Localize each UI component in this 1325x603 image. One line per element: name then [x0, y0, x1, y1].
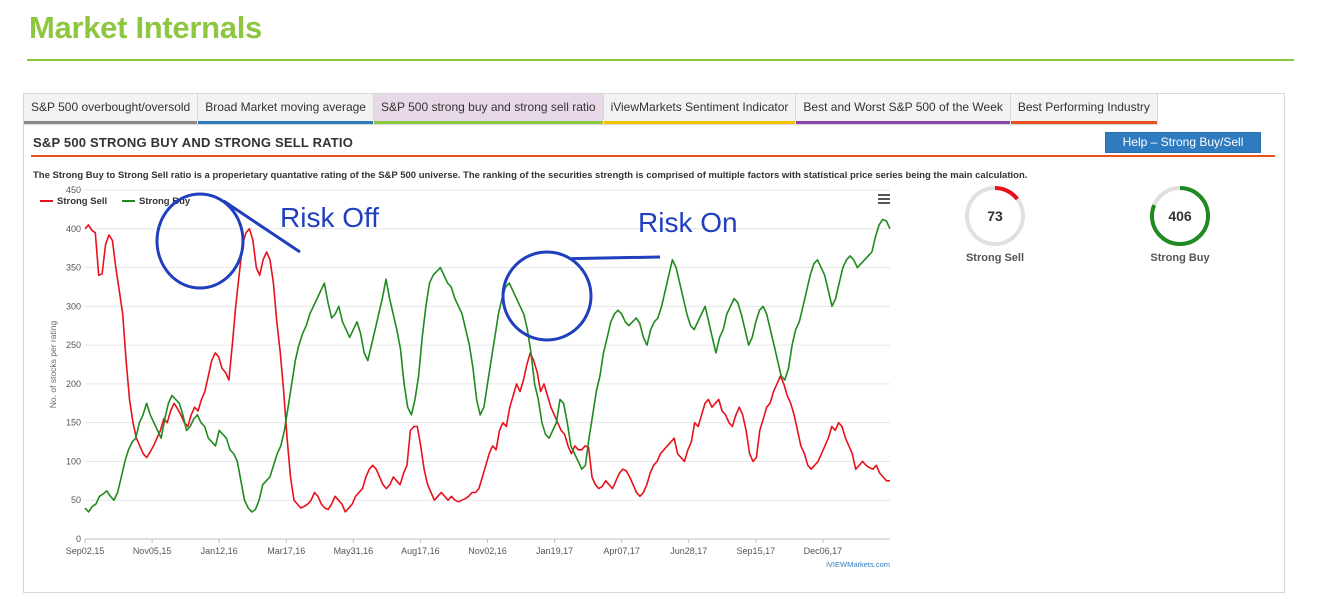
x-tick-label: Sep15,17: [737, 546, 776, 556]
tab-2[interactable]: S&P 500 strong buy and strong sell ratio: [373, 94, 604, 124]
tab-3[interactable]: iViewMarkets Sentiment Indicator: [603, 94, 797, 124]
y-tick-label: 50: [71, 495, 81, 505]
tab-underline: [796, 121, 1010, 124]
strong-sell-value: 73: [987, 208, 1003, 224]
y-tick-label: 450: [66, 185, 81, 195]
x-tick-label: Nov02,16: [468, 546, 507, 556]
strong-sell-gauge: 73: [963, 184, 1027, 248]
title-divider: [27, 59, 1294, 61]
strong-sell-label: Strong Sell: [965, 252, 1025, 264]
tab-1[interactable]: Broad Market moving average: [198, 94, 374, 124]
tab-0[interactable]: S&P 500 overbought/oversold: [24, 94, 199, 124]
legend-item: Strong Sell: [57, 196, 107, 207]
series-line-1: [84, 218, 891, 513]
x-tick-label: Dec06,17: [804, 546, 843, 556]
strong-buy-value: 406: [1168, 208, 1192, 224]
help-strong-buy-sell-button[interactable]: Help – Strong Buy/Sell: [1105, 132, 1261, 153]
x-tick-label: Mar17,16: [267, 546, 305, 556]
strong-buy-gauge-ring: [1150, 186, 1210, 246]
section-description: The Strong Buy to Strong Sell ratio is a…: [33, 170, 1028, 181]
annotation-label: Risk On: [638, 207, 738, 238]
x-tick-label: Apr07,17: [603, 546, 640, 556]
annotation-label: Risk Off: [280, 202, 379, 233]
strong-sell-gauge-ring: [965, 186, 1025, 246]
legend-item: Strong Buy: [139, 196, 191, 207]
annotation-circle: [155, 192, 245, 290]
y-axis-label: No. of stocks per rating: [48, 321, 58, 409]
x-tick-label: Jan19,17: [536, 546, 573, 556]
y-tick-label: 400: [66, 224, 81, 234]
x-tick-label: Sep02,15: [66, 546, 105, 556]
section-title: S&P 500 STRONG BUY AND STRONG SELL RATIO: [33, 135, 354, 150]
y-tick-label: 150: [66, 418, 81, 428]
indicator-panel: S&P 500 overbought/oversold Broad Market …: [23, 93, 1285, 593]
tab-underline: [603, 121, 796, 124]
x-tick-label: Jun28,17: [670, 546, 707, 556]
tab-bar: S&P 500 overbought/oversold Broad Market …: [24, 94, 1158, 125]
tab-underline: [198, 121, 373, 124]
strong-buy-label: Strong Buy: [1150, 252, 1210, 264]
annotation-arrow: [571, 255, 661, 261]
strong-buy-gauge: 406: [1148, 184, 1212, 248]
annotation-circle: [501, 250, 593, 342]
series-line-0: [84, 224, 890, 513]
y-tick-label: 0: [76, 534, 81, 544]
chart-credit: iVIEWMarkets.com: [826, 560, 890, 569]
ratio-chart: 0 50 100 150 200 250 300 350 400 450 Sep02,15 Nov05…: [40, 185, 891, 569]
tab-5[interactable]: Best Performing Industry: [1010, 94, 1158, 124]
x-tick-label: Aug17,16: [401, 546, 440, 556]
x-tick-label: Nov05,15: [133, 546, 172, 556]
y-tick-label: 300: [66, 301, 81, 311]
y-tick-label: 200: [66, 379, 81, 389]
page-title: Market Internals: [29, 10, 262, 45]
section-divider: [31, 155, 1275, 157]
chart-menu-icon[interactable]: [878, 194, 890, 204]
y-tick-label: 100: [66, 456, 81, 466]
x-tick-label: Jan12,16: [201, 546, 238, 556]
x-tick-label: May31,16: [334, 546, 374, 556]
tab-underline: [24, 121, 198, 124]
tab-underline: [1010, 121, 1157, 124]
tab-underline: [373, 121, 603, 124]
y-tick-label: 350: [66, 263, 81, 273]
tab-4[interactable]: Best and Worst S&P 500 of the Week: [796, 94, 1011, 124]
y-tick-label: 250: [66, 340, 81, 350]
annotation-arrow: [222, 199, 301, 254]
